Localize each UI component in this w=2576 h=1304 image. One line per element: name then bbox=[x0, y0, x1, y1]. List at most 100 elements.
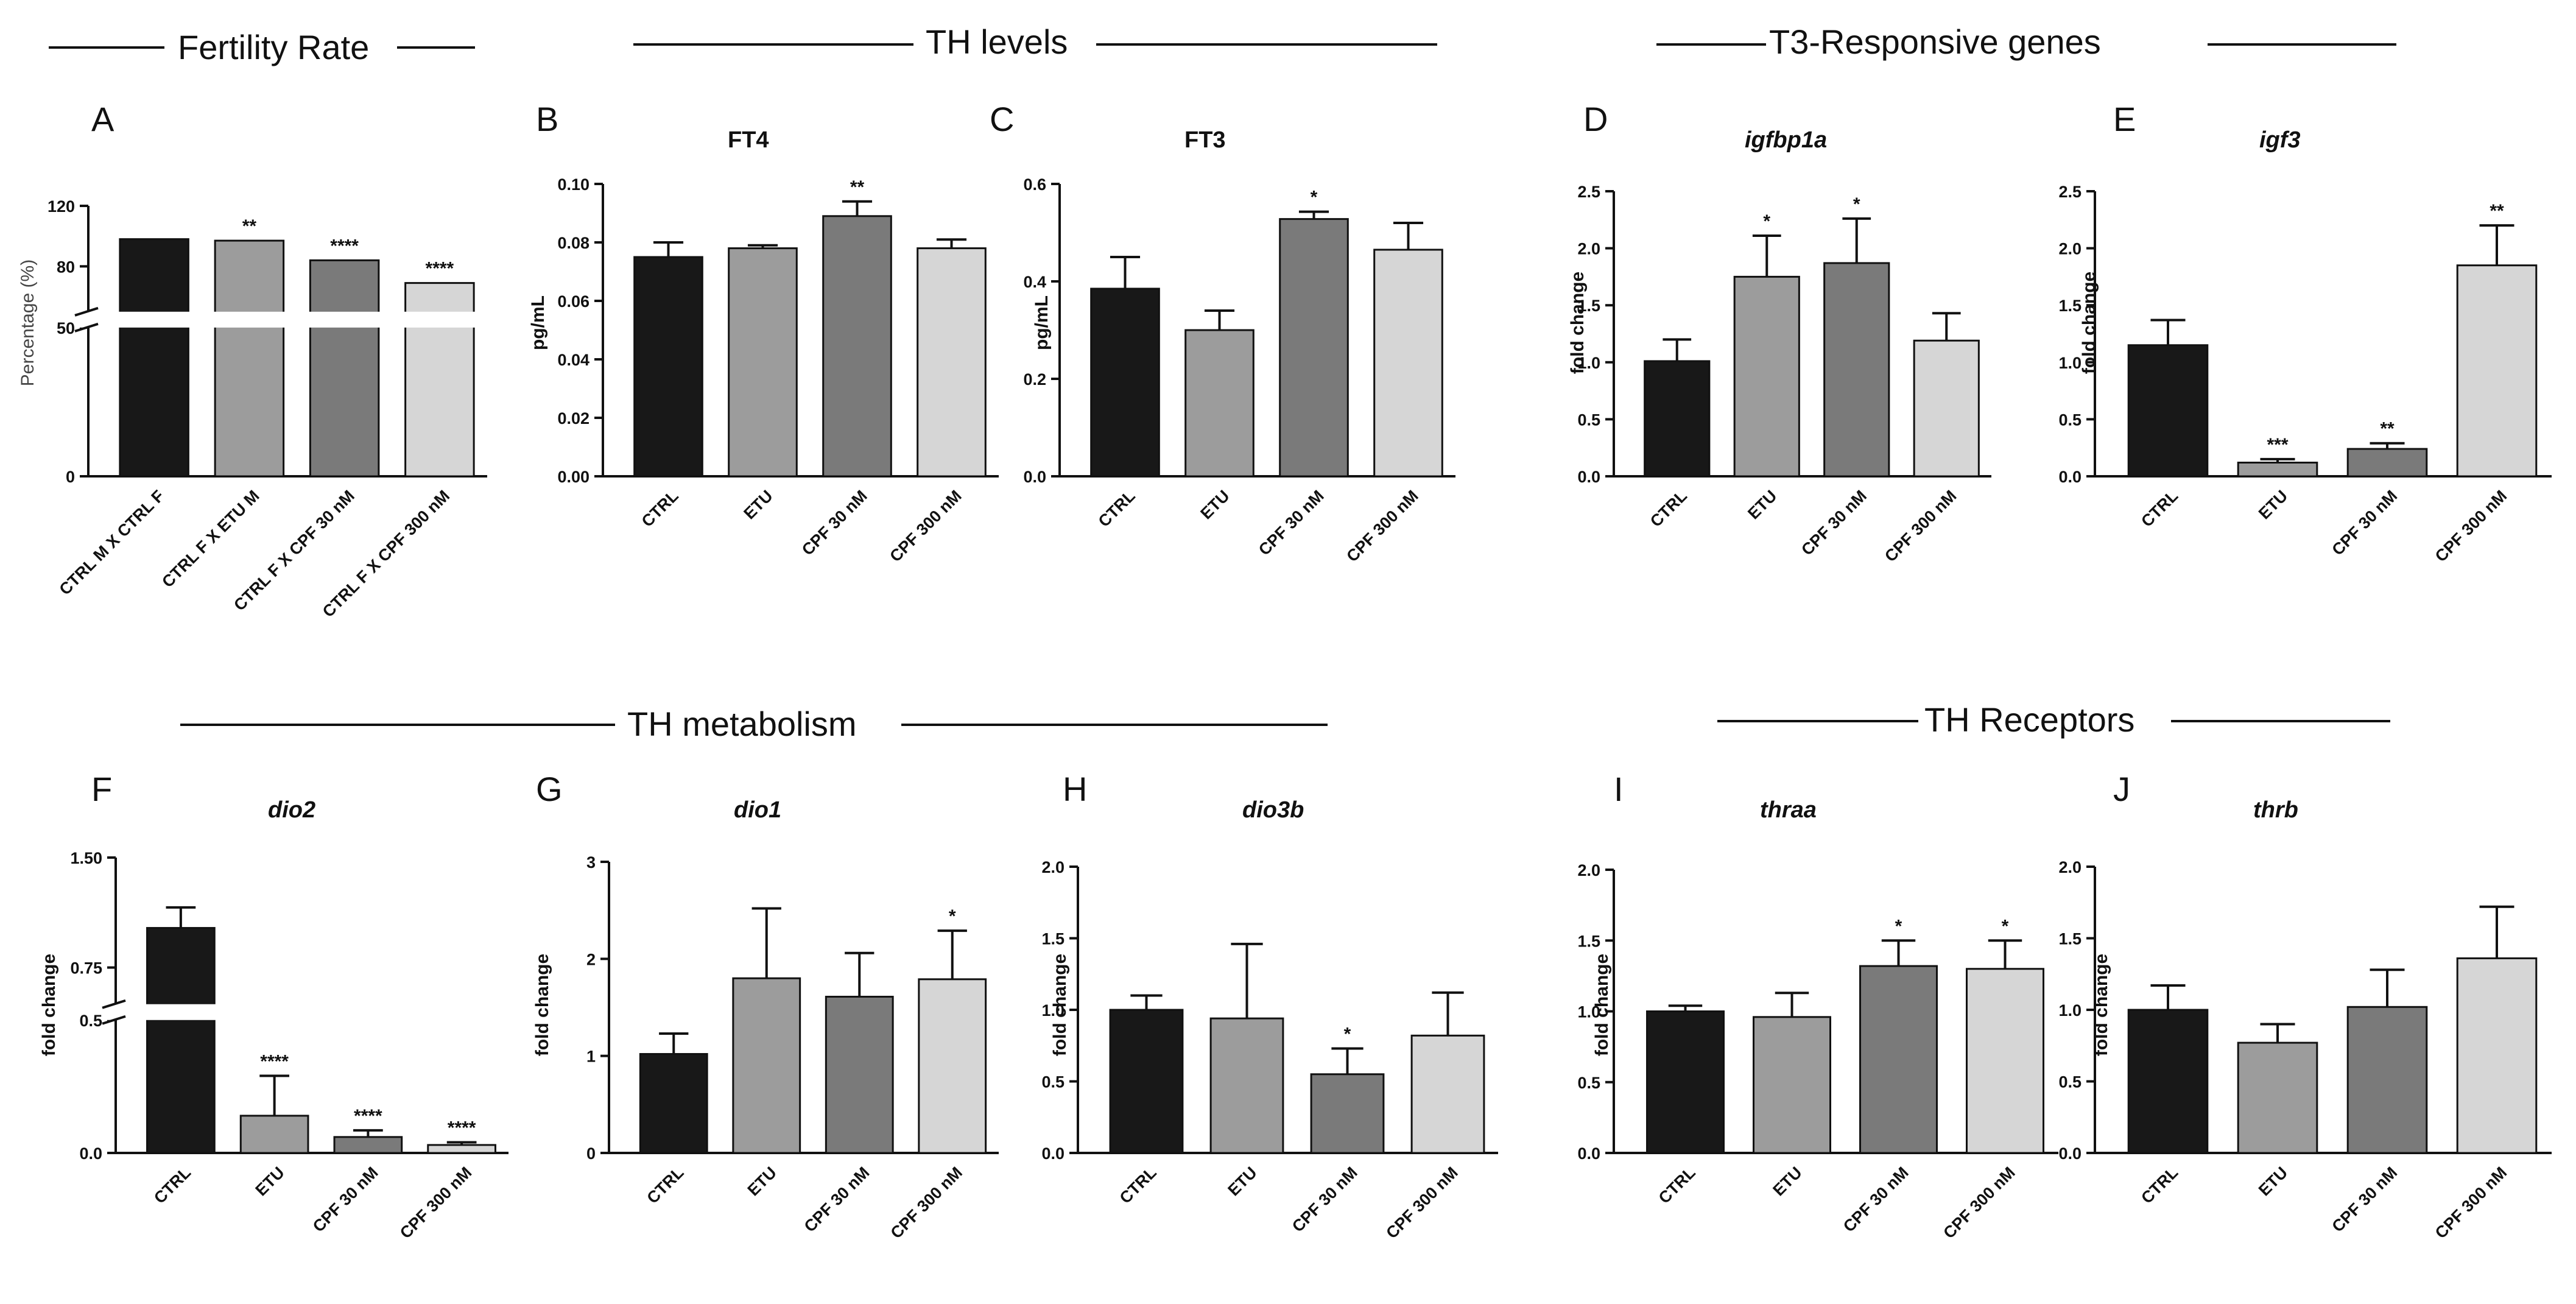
y-tick-label: 0.2 bbox=[1023, 370, 1046, 389]
section-t3-genes-title: T3-Responsive genes bbox=[1769, 23, 2101, 61]
bar-f-4 bbox=[427, 1144, 496, 1154]
significance-label: **** bbox=[448, 1118, 476, 1138]
panel-title: dio3b bbox=[1242, 797, 1304, 823]
x-category-label: CTRL bbox=[2138, 487, 2181, 530]
bar-c-3 bbox=[1279, 218, 1349, 478]
y-tick-label: 1.5 bbox=[1577, 297, 1600, 315]
axis-break-mark bbox=[74, 306, 99, 317]
x-category-label: CTRL bbox=[1655, 1163, 1699, 1207]
panel-letter: G bbox=[536, 770, 563, 808]
y-axis-label: pg/mL bbox=[528, 295, 548, 350]
x-category-label: CPF 30 nM bbox=[2328, 487, 2401, 559]
y-tick-label: 1.0 bbox=[2058, 1001, 2082, 1020]
panel-title: igfbp1a bbox=[1745, 127, 1827, 153]
x-category-label: ETU bbox=[1197, 487, 1233, 523]
x-category-label: CPF 300 nM bbox=[396, 1163, 475, 1242]
x-category-label: CPF 300 nM bbox=[1881, 487, 1960, 565]
significance-label: **** bbox=[354, 1106, 382, 1126]
section-th-levels-header: TH levels bbox=[633, 23, 1437, 61]
x-category-label: ETU bbox=[2255, 487, 2291, 523]
y-tick-label: 1.0 bbox=[1577, 354, 1600, 372]
y-tick-label: 1.5 bbox=[1577, 932, 1600, 950]
section-th-receptors-header: TH Receptors bbox=[1717, 700, 2390, 739]
x-category-label: CTRL bbox=[643, 1163, 687, 1207]
y-tick-label: 0.0 bbox=[2058, 468, 2082, 486]
x-category-label: ETU bbox=[740, 487, 776, 523]
bar-d-1 bbox=[1644, 360, 1711, 478]
significance-label: **** bbox=[426, 259, 454, 279]
bar-j-2 bbox=[2237, 1041, 2318, 1154]
y-tick-label: 0.5 bbox=[2058, 1073, 2082, 1091]
y-tick-label: 0.4 bbox=[1023, 273, 1046, 291]
significance-label: ** bbox=[242, 216, 257, 236]
bar-i-3 bbox=[1859, 965, 1938, 1154]
y-tick-label: 0 bbox=[66, 468, 75, 486]
significance-label: * bbox=[2002, 916, 2009, 936]
y-tick-label: 0.10 bbox=[557, 175, 589, 194]
x-category-label: CPF 300 nM bbox=[2432, 487, 2510, 565]
y-tick-label: 0.0 bbox=[2058, 1144, 2082, 1163]
significance-label: ** bbox=[2490, 201, 2504, 221]
y-tick-label: 0.0 bbox=[1041, 1144, 1065, 1163]
x-category-label: CTRL M X CTRL F bbox=[56, 487, 168, 599]
bar-i-1 bbox=[1646, 1010, 1725, 1154]
y-axis-label: fold change bbox=[1568, 272, 1588, 374]
y-axis-label: fold change bbox=[39, 954, 59, 1056]
x-category-label: CPF 30 nM bbox=[1289, 1163, 1361, 1236]
bar-b-1 bbox=[633, 256, 703, 478]
section-th-metabolism-header: TH metabolism bbox=[180, 705, 1328, 743]
y-tick-label: 2.0 bbox=[2058, 858, 2082, 876]
significance-label: * bbox=[949, 906, 956, 926]
bar-f-3 bbox=[333, 1136, 403, 1154]
bar-b-4 bbox=[917, 247, 987, 478]
panel-B: B FT4 pg/mL 0.00 0.02 0.04 0.06 0.08 0.10 CTRL ETU… bbox=[528, 100, 999, 565]
y-tick-label: 0.08 bbox=[557, 234, 589, 252]
bar-j-1 bbox=[2127, 1009, 2209, 1154]
significance-label: * bbox=[1344, 1024, 1351, 1044]
y-tick-label: 0.6 bbox=[1023, 175, 1046, 194]
axis-break-mark bbox=[102, 999, 126, 1009]
section-th-metabolism-title: TH metabolism bbox=[627, 705, 857, 743]
bar-h-4 bbox=[1410, 1034, 1485, 1154]
axis-break-gap bbox=[75, 311, 487, 328]
panel-letter: D bbox=[1583, 100, 1608, 138]
bar-e-3 bbox=[2346, 448, 2428, 478]
bar-e-1 bbox=[2127, 344, 2209, 478]
x-category-label: ETU bbox=[1744, 487, 1780, 523]
bar-b-3 bbox=[822, 215, 892, 478]
panel-letter: J bbox=[2113, 770, 2130, 808]
y-tick-label: 0.5 bbox=[1041, 1073, 1065, 1091]
section-t3-genes-header: T3-Responsive genes bbox=[1656, 23, 2396, 61]
panel-title: dio1 bbox=[734, 797, 781, 823]
x-category-label: CPF 30 nM bbox=[1255, 487, 1328, 559]
bar-d-4 bbox=[1913, 339, 1980, 478]
y-tick-label: 0.00 bbox=[557, 468, 589, 486]
section-th-receptors-title: TH Receptors bbox=[1924, 700, 2134, 739]
y-tick-label: 1.0 bbox=[1041, 1001, 1065, 1020]
bar-i-2 bbox=[1753, 1016, 1831, 1154]
y-tick-label: 1.5 bbox=[1041, 930, 1065, 948]
bar-h-3 bbox=[1310, 1073, 1385, 1154]
x-category-label: CPF 30 nM bbox=[309, 1163, 382, 1236]
panel-letter: H bbox=[1063, 770, 1087, 808]
y-tick-label: 0.5 bbox=[79, 1012, 102, 1030]
y-tick-label: 3 bbox=[586, 853, 596, 872]
x-category-label: ETU bbox=[1224, 1163, 1260, 1199]
panel-title: dio2 bbox=[268, 797, 315, 823]
y-axis-label: fold change bbox=[1050, 954, 1070, 1056]
y-tick-label: 1 bbox=[586, 1048, 596, 1066]
y-tick-label: 1.5 bbox=[2058, 297, 2082, 315]
x-category-label: CPF 30 nM bbox=[2328, 1163, 2401, 1236]
axis-break-mark bbox=[74, 322, 99, 333]
bar-e-4 bbox=[2456, 264, 2538, 478]
x-category-label: CTRL F X ETU M bbox=[158, 487, 262, 591]
panel-letter: C bbox=[990, 100, 1014, 138]
y-tick-label: 2.0 bbox=[2058, 240, 2082, 258]
bar-d-3 bbox=[1823, 262, 1890, 478]
significance-label: **** bbox=[330, 236, 359, 256]
y-tick-label: 2.5 bbox=[1577, 183, 1600, 201]
y-tick-label: 0.0 bbox=[1577, 1144, 1600, 1163]
